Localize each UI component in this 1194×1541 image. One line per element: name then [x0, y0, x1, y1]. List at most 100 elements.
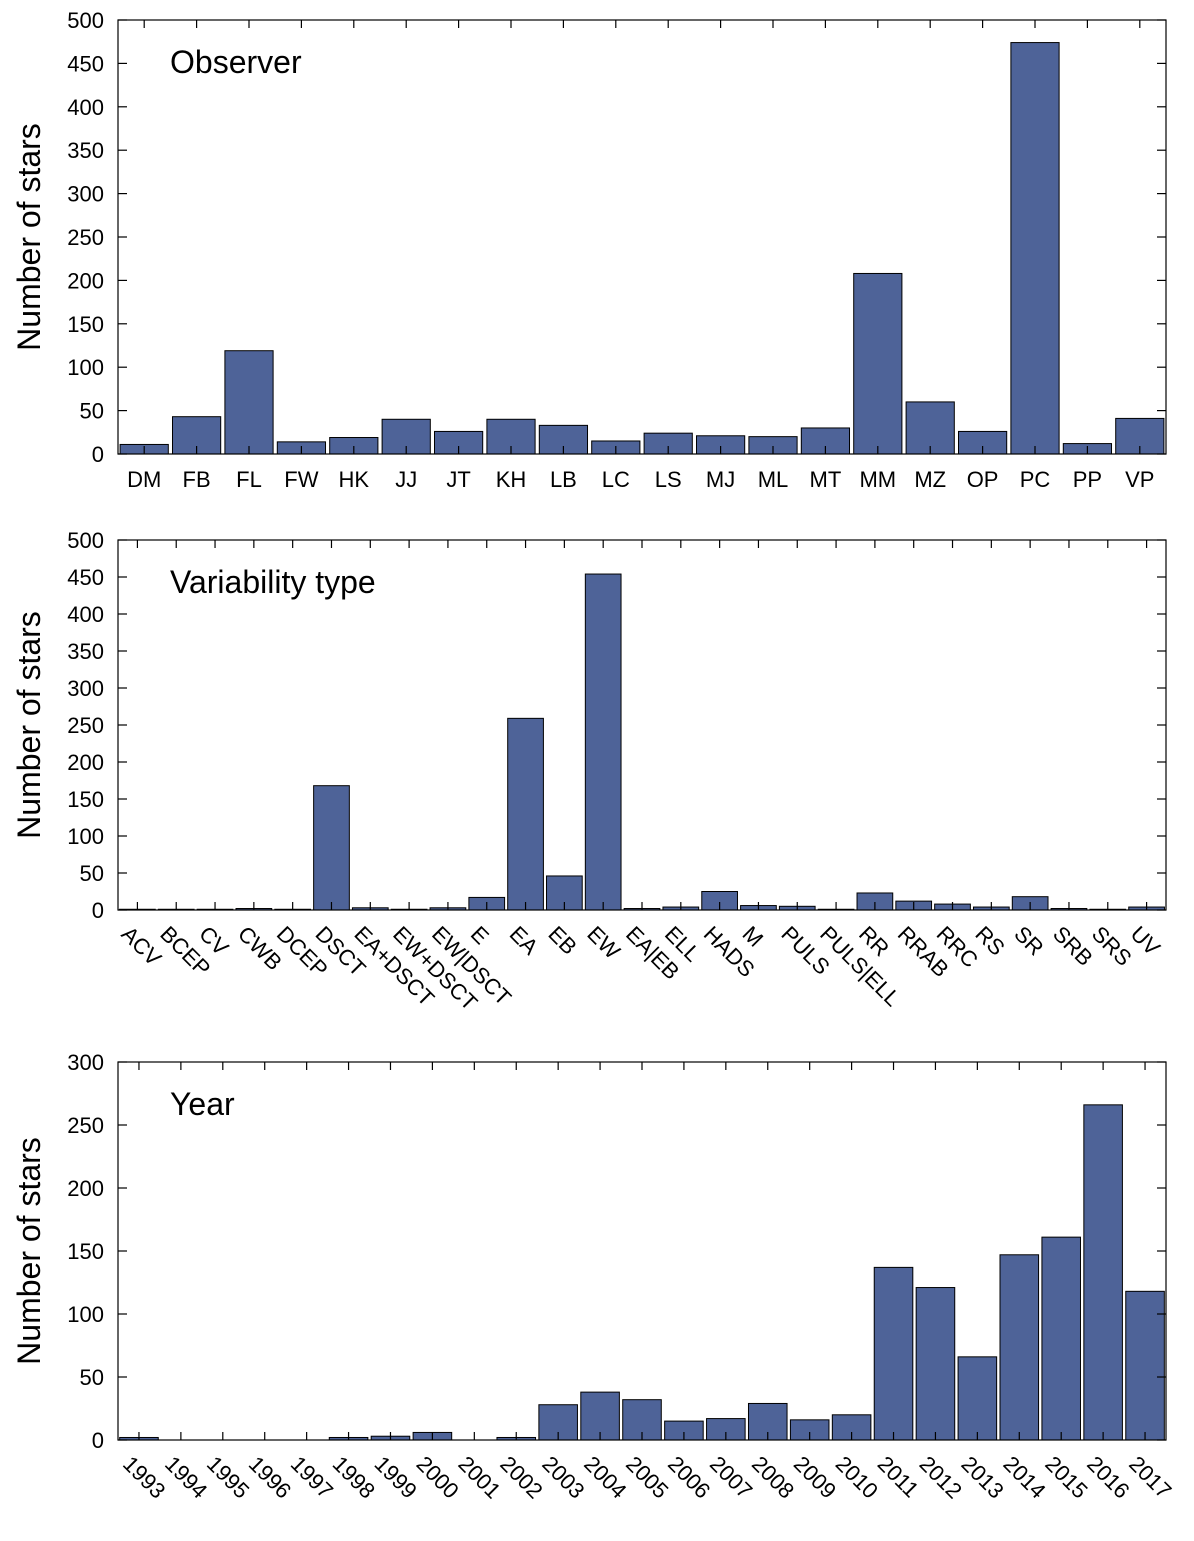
y-tick-label: 250 — [67, 1113, 104, 1138]
bar-MM — [853, 272, 903, 455]
x-tick-label: EA — [505, 921, 544, 960]
x-tick-label: 2004 — [579, 1451, 631, 1503]
x-tick-label: 2002 — [495, 1451, 547, 1503]
y-tick-label: 300 — [67, 676, 104, 701]
x-tick-label: LS — [655, 467, 682, 492]
x-tick-label: EB — [544, 921, 582, 959]
x-tick-label: PP — [1073, 467, 1102, 492]
x-tick-label: KH — [496, 467, 527, 492]
x-tick-label: E — [466, 921, 494, 949]
x-tick-label: 2015 — [1040, 1451, 1092, 1503]
y-tick-label: 0 — [92, 898, 104, 923]
bar-2016 — [1083, 1104, 1123, 1441]
x-tick-label: FL — [236, 467, 262, 492]
chart-panel-3: 0501001502002503001993199419951996199719… — [11, 1050, 1176, 1503]
x-tick-label: 1996 — [244, 1451, 296, 1503]
x-tick-label: 2005 — [621, 1451, 673, 1503]
x-tick-label: FB — [183, 467, 211, 492]
x-tick-label: OP — [967, 467, 999, 492]
y-tick-label: 0 — [92, 1428, 104, 1453]
bar-FL — [224, 350, 274, 455]
bar-FB — [172, 416, 222, 455]
x-tick-label: LB — [550, 467, 577, 492]
y-tick-label: 50 — [80, 1365, 104, 1390]
x-tick-label: MJ — [706, 467, 735, 492]
x-tick-label: 2003 — [537, 1451, 589, 1503]
y-tick-label: 200 — [67, 1176, 104, 1201]
y-tick-label: 350 — [67, 138, 104, 163]
y-tick-label: 400 — [67, 95, 104, 120]
x-tick-label: VP — [1125, 467, 1154, 492]
y-tick-label: 500 — [67, 528, 104, 553]
x-tick-label: 2008 — [747, 1451, 799, 1503]
x-tick-label: LC — [602, 467, 630, 492]
y-axis-label: Number of stars — [11, 123, 47, 351]
x-tick-label: 1998 — [328, 1451, 380, 1503]
x-tick-label: 1997 — [286, 1451, 338, 1503]
x-tick-label: EW — [582, 921, 625, 964]
x-tick-label: 2001 — [453, 1451, 505, 1503]
bar-2014 — [999, 1254, 1040, 1441]
x-tick-label: 2010 — [831, 1451, 883, 1503]
bar-DSCT — [313, 785, 350, 911]
panel-annotation: Year — [170, 1086, 235, 1122]
bar-2017 — [1125, 1290, 1165, 1441]
y-tick-label: 50 — [80, 399, 104, 424]
bar-EW — [584, 573, 622, 911]
x-tick-label: MM — [859, 467, 896, 492]
x-tick-label: JJ — [395, 467, 417, 492]
x-tick-label: 2006 — [663, 1451, 715, 1503]
bar-PC — [1010, 42, 1060, 455]
y-tick-label: 300 — [67, 182, 104, 207]
y-tick-label: 300 — [67, 1050, 104, 1075]
x-tick-label: 2012 — [915, 1451, 967, 1503]
bar-2015 — [1041, 1236, 1081, 1441]
bar-2011 — [873, 1266, 914, 1441]
y-tick-label: 100 — [67, 355, 104, 380]
x-tick-label: MZ — [914, 467, 946, 492]
x-tick-label: PC — [1020, 467, 1051, 492]
x-tick-label: 1995 — [202, 1451, 254, 1503]
y-tick-label: 200 — [67, 750, 104, 775]
x-tick-label: SR — [1009, 921, 1048, 960]
x-tick-label: 2016 — [1082, 1451, 1134, 1503]
chart-panel-1: 0 50 100 150 200 250 300 350 400 450 500 DM FB FL FW HK… — [11, 8, 1167, 492]
x-tick-label: ACV — [117, 921, 167, 971]
x-tick-label: FW — [284, 467, 318, 492]
plot-frame — [117, 19, 1167, 455]
x-tick-label: SRS — [1087, 921, 1137, 971]
y-tick-label: 0 — [92, 442, 104, 467]
bar-2012 — [915, 1287, 956, 1441]
y-tick-label: 350 — [67, 639, 104, 664]
x-tick-label: 2011 — [873, 1451, 924, 1502]
bar-MZ — [905, 401, 955, 455]
x-tick-label: ML — [758, 467, 789, 492]
y-tick-label: 150 — [67, 1239, 104, 1264]
x-tick-label: 2007 — [705, 1451, 757, 1503]
y-axis-label: Number of stars — [11, 1137, 47, 1365]
x-tick-label: DM — [127, 467, 161, 492]
y-tick-label: 200 — [67, 268, 104, 293]
x-tick-label: SRB — [1048, 921, 1098, 971]
x-tick-label: 1994 — [160, 1451, 212, 1503]
x-tick-label: 1999 — [370, 1451, 422, 1503]
y-tick-label: 250 — [67, 225, 104, 250]
y-tick-label: 150 — [67, 312, 104, 337]
bar-EA — [507, 717, 544, 911]
y-tick-label: 500 — [67, 8, 104, 33]
y-tick-label: 100 — [67, 824, 104, 849]
x-tick-label: 2014 — [998, 1451, 1050, 1503]
y-axis-label: Number of stars — [11, 611, 47, 839]
panel-annotation: Observer — [170, 44, 302, 80]
x-tick-label: MT — [810, 467, 842, 492]
y-tick-label: 450 — [67, 51, 104, 76]
x-tick-label: CWB — [233, 921, 287, 975]
x-tick-label: 2009 — [789, 1451, 841, 1503]
y-tick-label: 450 — [67, 565, 104, 590]
x-tick-label: HK — [339, 467, 370, 492]
y-tick-label: 50 — [80, 861, 104, 886]
panel-annotation: Variability type — [170, 564, 376, 600]
x-tick-label: 2017 — [1124, 1451, 1176, 1503]
